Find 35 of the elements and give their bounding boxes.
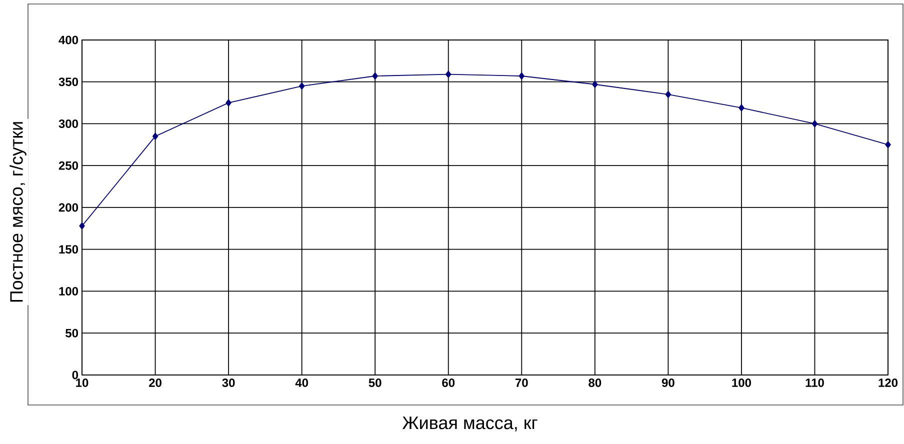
point — [298, 82, 305, 90]
x-axis-title: Живая масса, кг — [402, 416, 538, 432]
x-tick-label: 30 — [222, 378, 235, 388]
y-tick-label: 150 — [59, 245, 78, 254]
y-tick-label: 200 — [58, 203, 78, 212]
point — [738, 104, 744, 112]
x-tick-label: 110 — [806, 378, 824, 388]
y-tick-label: 250 — [58, 161, 78, 170]
x-tick-label: 70 — [515, 378, 528, 388]
point — [79, 222, 85, 230]
point — [665, 90, 672, 98]
y-tick-label: 100 — [59, 286, 78, 296]
y-tick-label: 400 — [58, 36, 78, 44]
x-tick-label: 100 — [732, 378, 751, 388]
point — [518, 72, 524, 80]
x-tick-label: 60 — [442, 378, 455, 388]
x-tick-label: 50 — [368, 378, 382, 388]
x-tick-label: 90 — [662, 378, 674, 388]
x-tick-label: 20 — [149, 378, 162, 388]
point — [446, 70, 452, 78]
x-tick-label: 40 — [295, 378, 308, 388]
y-tick-label: 50 — [66, 328, 78, 338]
point — [152, 132, 158, 140]
y-tick-label: 300 — [58, 119, 78, 128]
y-axis-title: Постное мясо, г/сутки — [10, 122, 26, 302]
x-tick-label: 80 — [588, 378, 602, 388]
x-tick-label: 120 — [878, 378, 898, 388]
point — [592, 80, 598, 88]
point — [226, 99, 232, 106]
x-tick-label: 10 — [76, 378, 88, 388]
y-tick-label: 350 — [58, 78, 78, 86]
point — [372, 72, 378, 80]
y-tick-label: 0 — [72, 370, 78, 380]
point — [885, 141, 891, 148]
point — [812, 120, 818, 128]
